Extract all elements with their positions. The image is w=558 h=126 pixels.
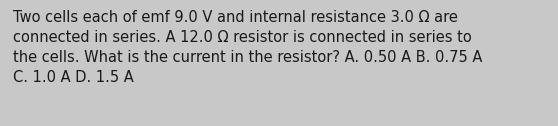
Text: Two cells each of emf 9.0 V and internal resistance 3.0 Ω are
connected in serie: Two cells each of emf 9.0 V and internal… (13, 10, 482, 85)
